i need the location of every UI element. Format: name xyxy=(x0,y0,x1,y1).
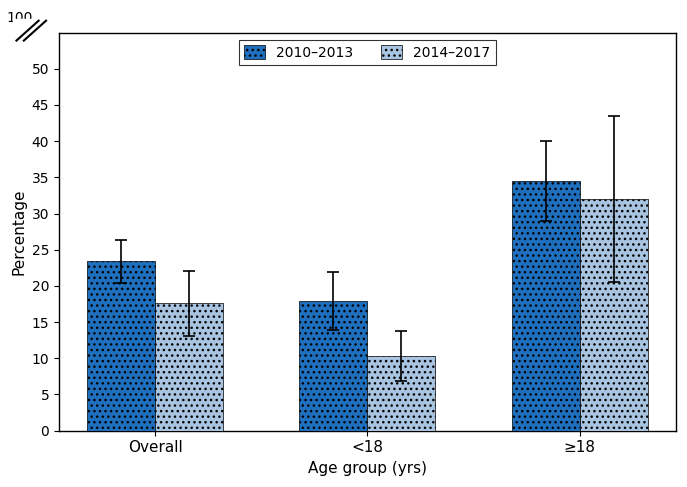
Bar xyxy=(300,301,368,431)
Bar xyxy=(368,356,436,431)
Bar xyxy=(580,199,648,431)
Bar xyxy=(512,181,580,431)
Bar xyxy=(155,303,223,431)
Bar xyxy=(13,19,49,42)
X-axis label: Age group (yrs): Age group (yrs) xyxy=(308,461,427,476)
Legend: 2010–2013, 2014–2017: 2010–2013, 2014–2017 xyxy=(239,39,496,65)
Bar xyxy=(87,262,155,431)
Y-axis label: Percentage: Percentage xyxy=(11,188,26,275)
Text: 100: 100 xyxy=(7,11,33,25)
